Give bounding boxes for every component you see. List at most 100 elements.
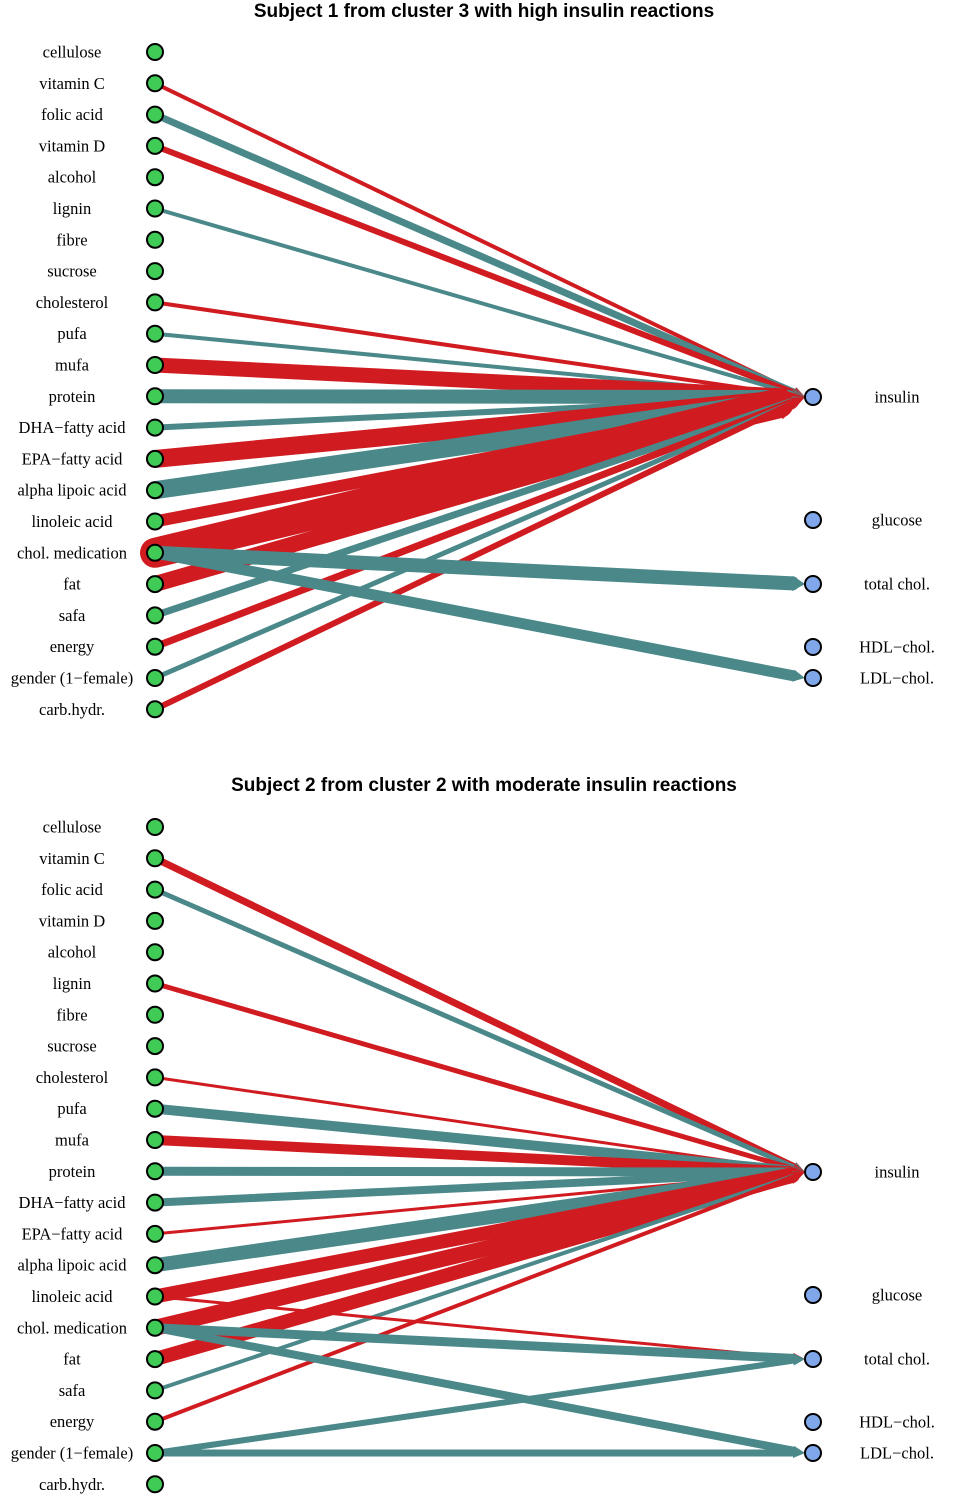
- input-label-carb-hydr: carb.hydr.: [39, 1475, 105, 1494]
- input-node-gender-1-female: [146, 669, 164, 687]
- input-label-fibre: fibre: [56, 230, 87, 249]
- input-node-carb-hydr: [146, 700, 164, 719]
- input-label-pufa: pufa: [57, 324, 87, 343]
- input-node-safa: [146, 606, 164, 625]
- input-node-energy: [146, 637, 164, 656]
- input-node-pufa: [146, 324, 164, 343]
- output-node-hdl-chol: [804, 1413, 822, 1431]
- output-label-hdl-chol: HDL−chol.: [859, 638, 935, 657]
- input-label-alcohol: alcohol: [48, 943, 97, 962]
- input-node-alpha-lipoic-acid: [146, 481, 164, 500]
- input-label-gender-1-female: gender (1−female): [11, 1444, 133, 1463]
- edge-layer: [140, 81, 805, 713]
- edge-chol-medication-to-total-chol: [148, 545, 805, 592]
- input-label-lignin: lignin: [53, 974, 92, 993]
- input-label-fibre: fibre: [56, 1005, 87, 1024]
- input-node-fibre: [146, 230, 164, 249]
- edge-layer: [147, 854, 805, 1458]
- input-node-epa-fatty-acid: [146, 1224, 164, 1243]
- input-node-vitamin-c: [146, 74, 164, 93]
- output-node-hdl-chol: [804, 638, 822, 656]
- edge-energy-to-insulin: [153, 1171, 805, 1424]
- input-label-vitamin-d: vitamin D: [39, 911, 106, 930]
- edge-vitamin-d-to-insulin: [152, 142, 805, 398]
- input-label-folic-acid: folic acid: [41, 880, 104, 899]
- input-label-carb-hydr: carb.hydr.: [39, 700, 105, 719]
- input-node-linoleic-acid: [146, 512, 164, 531]
- input-node-linoleic-acid: [146, 1287, 164, 1306]
- panel-subject-1: Subject 1 from cluster 3 with high insul…: [11, 1, 935, 719]
- input-node-cellulose: [146, 818, 164, 836]
- input-node-epa-fatty-acid: [146, 449, 164, 468]
- input-label-epa-fatty-acid: EPA−fatty acid: [22, 449, 124, 468]
- output-label-ldl-chol: LDL−chol.: [860, 1444, 934, 1463]
- input-label-cellulose: cellulose: [43, 818, 102, 837]
- output-node-total-chol: [804, 1350, 822, 1368]
- input-node-energy: [146, 1412, 164, 1431]
- input-node-folic-acid: [146, 105, 164, 124]
- input-label-safa: safa: [59, 1381, 86, 1400]
- output-label-total-chol: total chol.: [864, 575, 930, 594]
- edge-gender-1-female-to-total-chol: [152, 1355, 805, 1456]
- input-node-dha-fatty-acid: [146, 1193, 164, 1212]
- output-node-glucose: [804, 511, 822, 529]
- input-node-lignin: [146, 974, 164, 993]
- edge-gender-1-female-to-ldl-chol: [151, 1448, 805, 1458]
- output-node-ldl-chol: [804, 669, 822, 687]
- output-label-insulin: insulin: [875, 388, 920, 407]
- input-label-mufa: mufa: [55, 356, 90, 375]
- panel-subject-2: Subject 2 from cluster 2 with moderate i…: [11, 775, 935, 1494]
- input-node-fat: [146, 1350, 164, 1369]
- input-node-protein: [146, 387, 164, 406]
- input-node-fat: [146, 575, 164, 594]
- input-label-sucrose: sucrose: [47, 1037, 96, 1056]
- input-label-energy: energy: [50, 1412, 95, 1431]
- input-label-chol-medication: chol. medication: [17, 543, 127, 562]
- input-label-fat: fat: [63, 1350, 81, 1369]
- input-node-sucrose: [146, 262, 164, 281]
- input-label-alpha-lipoic-acid: alpha lipoic acid: [17, 1256, 127, 1275]
- output-label-insulin: insulin: [875, 1163, 920, 1182]
- input-label-fat: fat: [63, 575, 81, 594]
- input-node-cellulose: [146, 43, 164, 61]
- input-node-alcohol: [146, 943, 164, 962]
- input-label-linoleic-acid: linoleic acid: [31, 1287, 113, 1306]
- output-node-insulin: [804, 1163, 822, 1181]
- input-label-protein: protein: [49, 1162, 96, 1181]
- node-layer: cellulose vitamin C folic acid vitamin D alc…: [11, 818, 935, 1494]
- input-label-dha-fatty-acid: DHA−fatty acid: [19, 418, 127, 437]
- output-label-glucose: glucose: [872, 1286, 922, 1305]
- output-label-hdl-chol: HDL−chol.: [859, 1413, 935, 1432]
- input-label-folic-acid: folic acid: [41, 105, 104, 124]
- input-label-safa: safa: [59, 606, 86, 625]
- output-node-total-chol: [804, 575, 822, 593]
- input-label-protein: protein: [49, 387, 96, 406]
- input-node-pufa: [146, 1099, 164, 1118]
- input-label-vitamin-d: vitamin D: [39, 136, 106, 155]
- input-label-pufa: pufa: [57, 1099, 87, 1118]
- input-label-chol-medication: chol. medication: [17, 1318, 127, 1337]
- output-label-glucose: glucose: [872, 511, 922, 530]
- input-node-carb-hydr: [146, 1475, 164, 1494]
- input-label-energy: energy: [50, 637, 95, 656]
- panel-title: Subject 1 from cluster 3 with high insul…: [254, 1, 714, 22]
- input-node-vitamin-c: [146, 849, 164, 868]
- input-node-vitamin-d: [146, 136, 164, 155]
- input-label-alpha-lipoic-acid: alpha lipoic acid: [17, 481, 127, 500]
- input-node-dha-fatty-acid: [146, 418, 164, 437]
- input-label-cholesterol: cholesterol: [36, 1068, 109, 1087]
- input-node-alcohol: [146, 168, 164, 187]
- input-label-vitamin-c: vitamin C: [39, 74, 105, 93]
- input-node-lignin: [146, 199, 164, 218]
- node-layer: cellulose vitamin C folic acid vitamin D alc…: [11, 43, 935, 719]
- input-node-folic-acid: [146, 880, 164, 899]
- input-node-fibre: [146, 1005, 164, 1024]
- output-node-glucose: [804, 1286, 822, 1304]
- input-label-vitamin-c: vitamin C: [39, 849, 105, 868]
- input-label-dha-fatty-acid: DHA−fatty acid: [19, 1193, 127, 1212]
- input-node-sucrose: [146, 1037, 164, 1056]
- panel-title: Subject 2 from cluster 2 with moderate i…: [231, 775, 737, 796]
- input-label-epa-fatty-acid: EPA−fatty acid: [22, 1224, 124, 1243]
- input-label-cellulose: cellulose: [43, 43, 102, 62]
